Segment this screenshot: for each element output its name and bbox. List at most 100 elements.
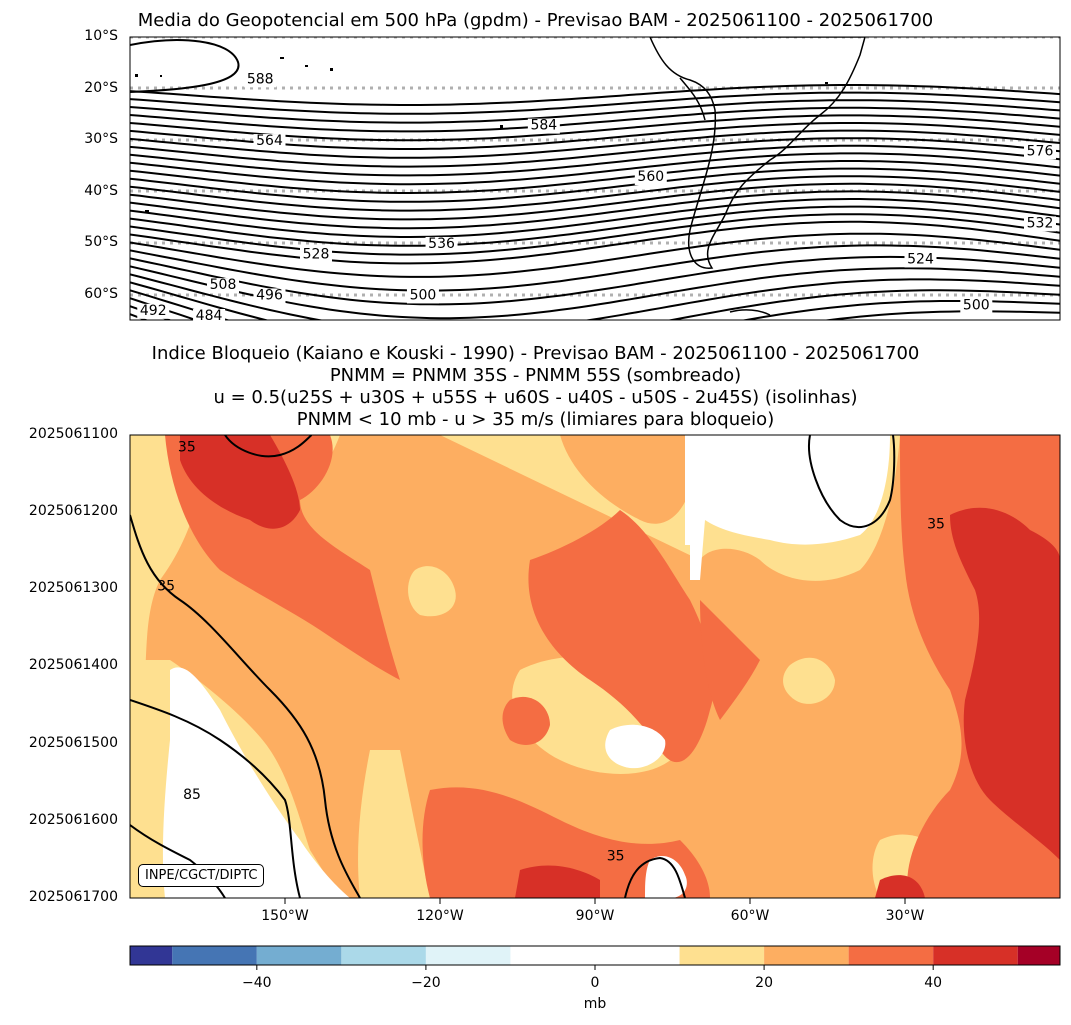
contour-label-bg [207, 278, 239, 294]
colorbar-segment [130, 946, 173, 965]
contour-label-bg [300, 247, 332, 263]
contour-label-bg [1024, 144, 1056, 160]
contour-label: 492 [140, 303, 167, 319]
top-y-tick: 30°S [84, 131, 118, 147]
colorbar-segment [1017, 946, 1060, 965]
contour-label: 584 [530, 118, 557, 134]
colorbar-segment [172, 946, 257, 965]
contour-label: 528 [303, 246, 330, 262]
x-tick-label: 60°W [731, 908, 770, 924]
colorbar-segment [933, 946, 1018, 965]
contour-label: 588 [247, 71, 274, 87]
x-tick-label: 150°W [261, 908, 309, 924]
colorbar-segment [848, 946, 934, 965]
x-axis-ticks: 150°W 120°W 90°W 60°W 30°W [261, 898, 924, 924]
height-contour [130, 289, 1060, 320]
top-y-tick: 20°S [84, 80, 118, 96]
date-tick: 2025061500 [28, 735, 118, 751]
top-y-tick: 10°S [84, 28, 118, 44]
height-contour [130, 129, 1060, 159]
isoline-label: 35 [607, 849, 625, 865]
u-isolines [130, 435, 896, 898]
top-panel-title: Media do Geopotencial em 500 hPa (gpdm) … [137, 10, 934, 31]
bottom-title-line-3: u = 0.5(u25S + u30S + u55S + u60S - u40S… [213, 387, 858, 408]
height-contour [130, 281, 1060, 320]
credit-box: INPE/CGCT/DIPTC [138, 864, 265, 887]
date-tick: 2025061300 [28, 580, 118, 596]
isoline-label: 35 [178, 440, 196, 456]
height-contour [130, 273, 1060, 320]
colorbar-segment [764, 946, 849, 965]
contour-label-bg [527, 118, 560, 134]
contour-label: 496 [256, 287, 283, 303]
height-contour [130, 99, 1060, 124]
isoline-labels: 35 35 35 85 35 [157, 440, 945, 865]
height-contour [130, 244, 1060, 292]
height-contour [130, 160, 1060, 194]
colorbar-segment [679, 946, 765, 965]
contour-label: 532 [1027, 215, 1054, 231]
contour-label: 536 [428, 236, 455, 252]
south-america-coast [649, 37, 866, 269]
bottom-title-line-1: Indice Bloqueio (Kaiano e Kouski - 1990)… [151, 343, 920, 364]
date-tick: 2025061600 [28, 812, 118, 828]
x-tick-label: 90°W [576, 908, 615, 924]
colorbar-tick-label: 40 [924, 975, 942, 991]
contour-label: 564 [256, 133, 283, 149]
height-contour [130, 91, 1060, 115]
top-y-tick: 60°S [84, 286, 118, 302]
contour-label-bg [253, 134, 286, 150]
height-contour [130, 322, 1060, 330]
blocking-index-plot: 35 35 35 85 35 150°W 120°W 90°W 60°W 30°W [129, 434, 1061, 924]
contour-label: 484 [196, 308, 223, 324]
contour-labels: 588 584 564 576 560 536 532 528 524 508 496 500 500 4… [137, 71, 1056, 324]
contour-label-bg [193, 309, 226, 324]
contour-label-bg [904, 252, 937, 268]
contour-label-bg [425, 236, 458, 252]
x-tick-label: 120°W [416, 908, 464, 924]
isoline-label: 85 [183, 787, 201, 803]
height-contour [130, 220, 1060, 265]
x-tick-label: 30°W [886, 908, 925, 924]
colorbar-segment [510, 946, 680, 965]
isoline-label: 35 [157, 578, 175, 594]
height-contour [130, 182, 1060, 221]
contour-label: 500 [963, 298, 990, 314]
contour-label: 500 [410, 287, 437, 303]
colorbar-tick-label: 20 [755, 975, 773, 991]
contour-label-bg [244, 72, 277, 88]
colorbar-tick-label: −20 [411, 975, 441, 991]
colorbar: −40 −20 0 20 40 [129, 945, 1061, 991]
height-contour [130, 232, 1060, 278]
top-y-tick: 50°S [84, 234, 118, 250]
pnmm-shading [130, 435, 1060, 898]
colorbar-tick-label: −40 [242, 975, 272, 991]
colorbar-segment [425, 946, 511, 965]
colorbar-segment [256, 946, 342, 965]
height-contour [130, 190, 1060, 230]
geopotential-map: 588 584 564 576 560 536 532 528 524 508 496 500 500 4… [129, 36, 1061, 330]
height-contour [130, 106, 1060, 133]
colorbar-segment [341, 946, 426, 965]
contour-label: 560 [637, 169, 664, 185]
height-contour [130, 297, 1060, 320]
date-tick: 2025061100 [28, 426, 118, 442]
date-tick: 2025061400 [28, 657, 118, 673]
height-contour [130, 167, 1060, 203]
contour-label-bg [1024, 216, 1056, 232]
contour-label: 508 [210, 277, 237, 293]
contour-label-bg [960, 298, 993, 314]
height-contour [130, 144, 1060, 177]
date-tick: 2025061700 [28, 889, 118, 905]
contour-label-bg [406, 288, 439, 304]
height-contour [130, 205, 1060, 247]
top-y-tick: 40°S [84, 183, 118, 199]
colorbar-label: mb [583, 996, 607, 1012]
colorbar-tick-label: 0 [591, 975, 600, 991]
bottom-title-line-2: PNMM = PNMM 35S - PNMM 55S (sombreado) [329, 365, 742, 386]
height-contour [130, 198, 1060, 238]
isoline-label: 35 [927, 517, 945, 533]
contour-label-bg [137, 303, 170, 319]
height-contour [130, 137, 1060, 168]
contour-label-bg [253, 288, 286, 304]
